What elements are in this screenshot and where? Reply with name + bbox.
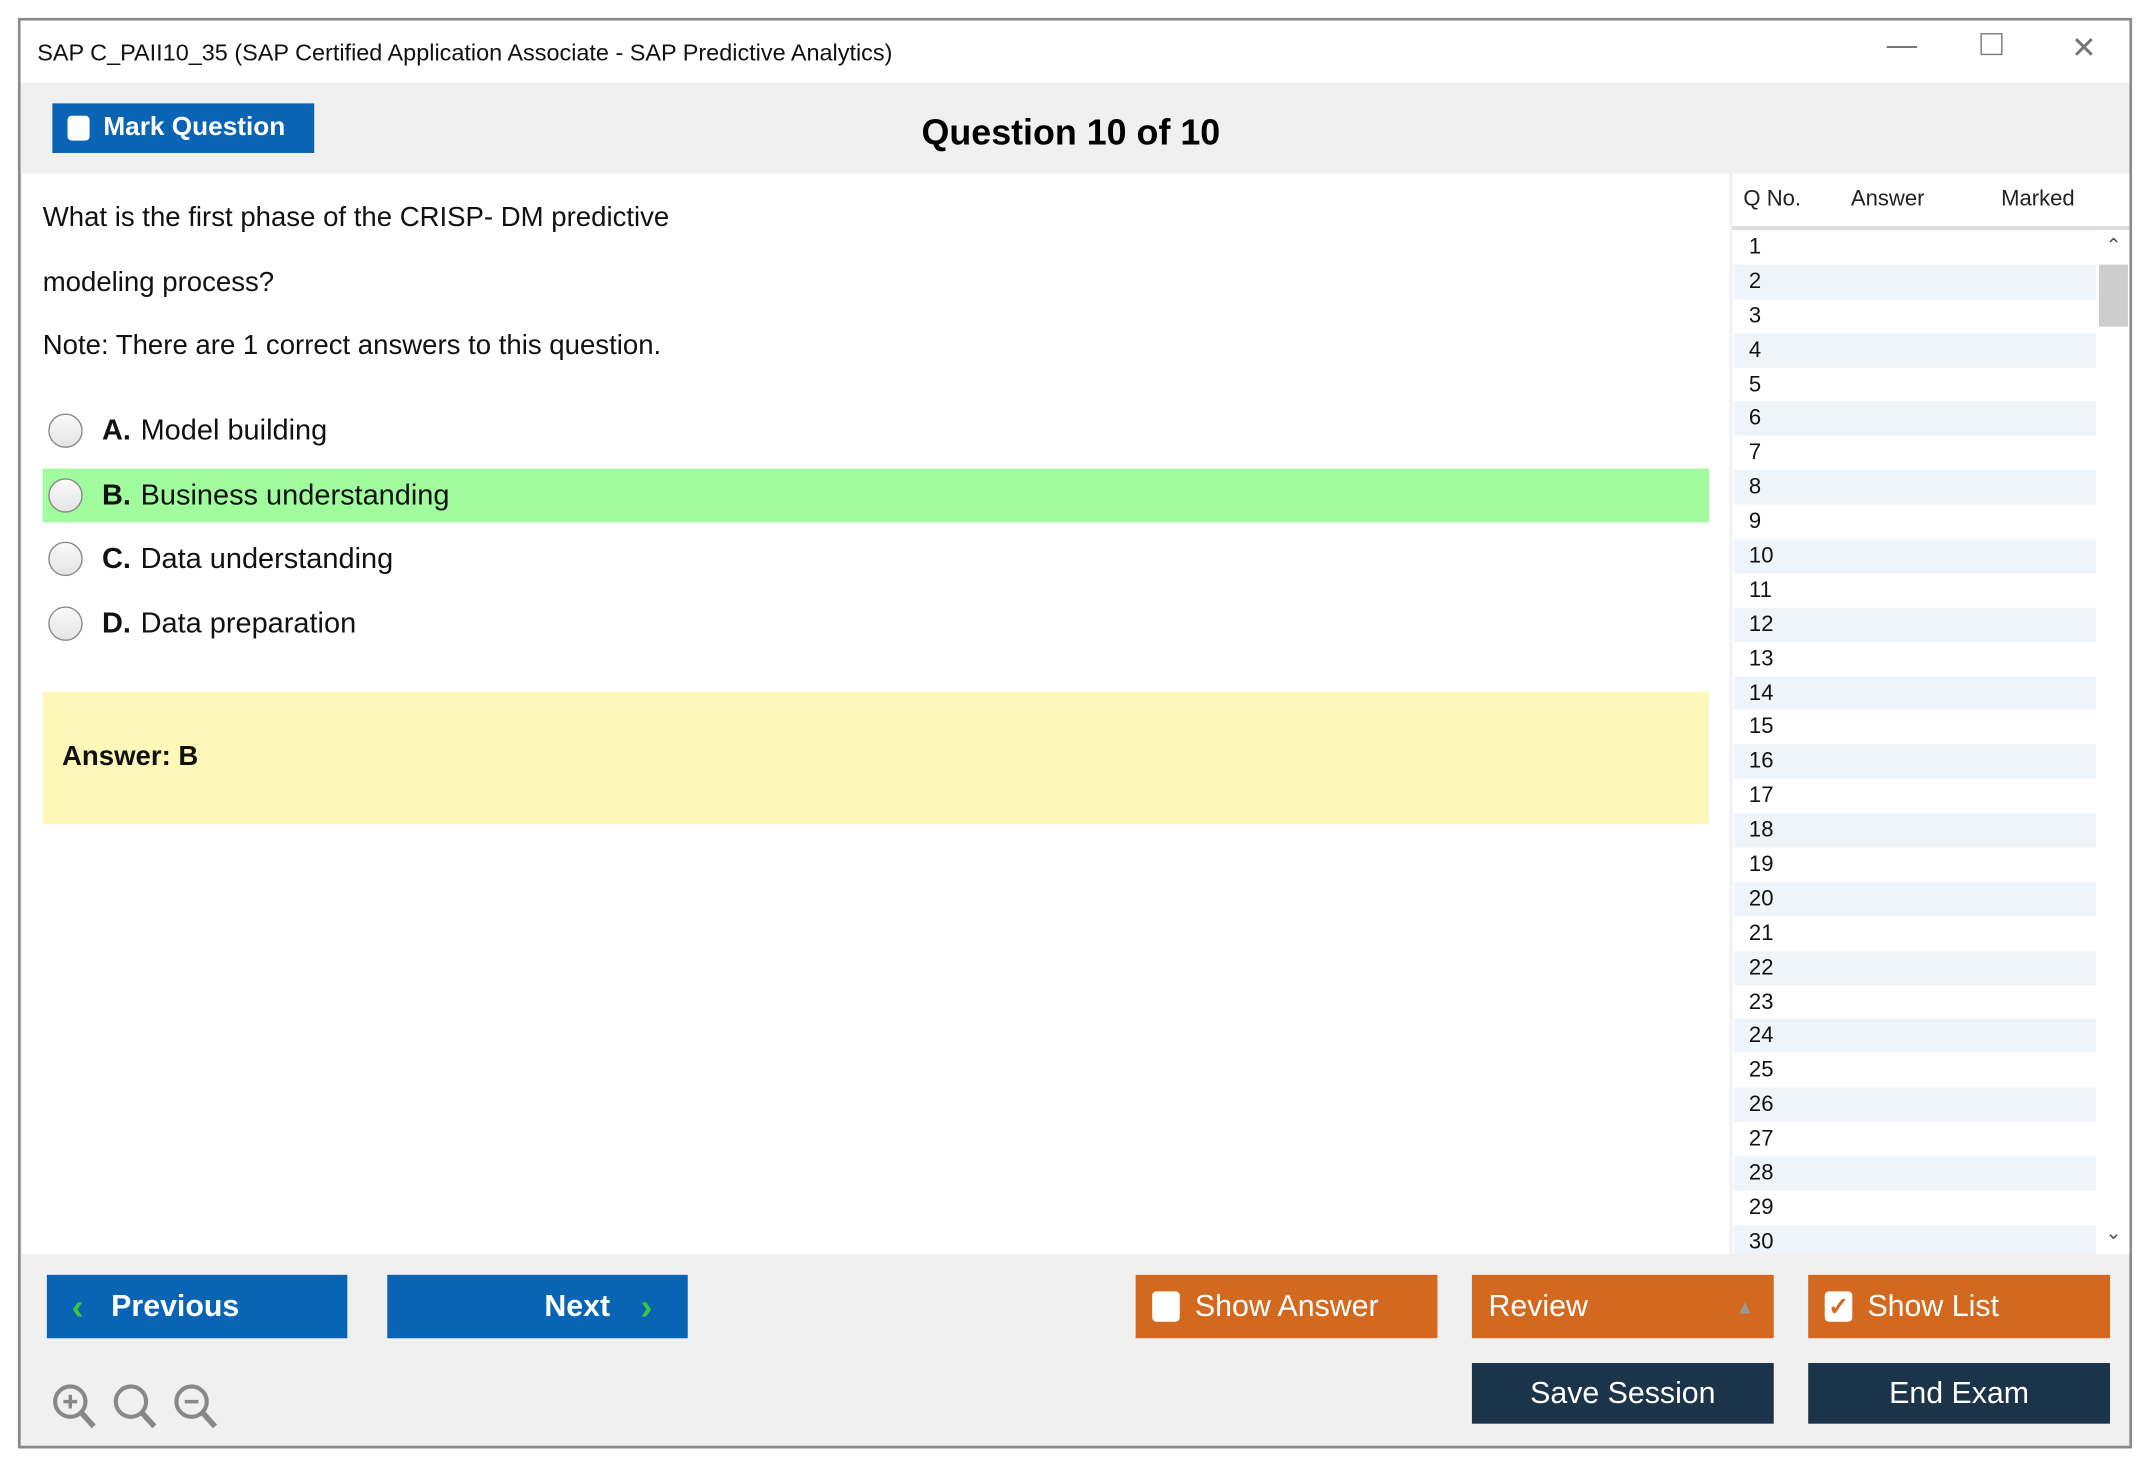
toolbar — [20, 82, 2130, 174]
scroll-up-icon[interactable]: ⌃ — [2105, 234, 2122, 257]
zoom-out-icon[interactable] — [171, 1378, 221, 1433]
header-qno[interactable]: Q No. — [1743, 187, 1802, 211]
radio-icon[interactable] — [48, 478, 83, 513]
question-text-line-2: modeling process? — [42, 267, 275, 298]
answer-box — [42, 691, 1709, 825]
previous-label: Previous — [111, 1288, 240, 1324]
chevron-right-icon: › — [640, 1285, 653, 1327]
question-list-row[interactable]: 19 — [1748, 853, 1774, 877]
window-title: SAP C_PAII10_35 (SAP Certified Applicati… — [37, 39, 893, 67]
question-list-row[interactable]: 11 — [1748, 578, 1772, 603]
caret-up-icon: ▲ — [1735, 1295, 1755, 1318]
question-text-line-1: What is the first phase of the CRISP- DM… — [42, 202, 670, 233]
question-list-row[interactable]: 24 — [1733, 1019, 2097, 1054]
next-button[interactable]: Next › — [387, 1274, 688, 1339]
option-text: Data preparation — [140, 607, 357, 639]
question-list-row[interactable]: 3 — [1748, 304, 1762, 328]
maximize-icon[interactable] — [1971, 33, 2012, 56]
show-answer-label: Show Answer — [1194, 1288, 1379, 1324]
radio-icon[interactable] — [48, 413, 83, 448]
question-list-header: Q No. Answer Marked — [1732, 176, 2130, 231]
question-list-row[interactable]: 8 — [1733, 470, 2097, 505]
save-session-label: Save Session — [1530, 1375, 1716, 1410]
question-list-row[interactable]: 29 — [1748, 1196, 1774, 1220]
option-letter: B. — [101, 478, 131, 511]
end-exam-button[interactable]: End Exam — [1808, 1363, 2111, 1424]
question-list-row[interactable]: 15 — [1748, 715, 1774, 740]
question-list-row[interactable]: 22 — [1733, 950, 2097, 985]
option-text: Business understanding — [140, 478, 450, 511]
question-list-row[interactable]: 30 — [1733, 1224, 2097, 1255]
question-list-row[interactable]: 14 — [1733, 676, 2097, 711]
question-list: 1 2 3 4 5 6 7 8 9 10 11 12 13 14 15 16 17 18 19 20 21 22 23 24 2… — [1733, 230, 2097, 1255]
question-list-row[interactable]: 17 — [1748, 784, 1774, 808]
question-list-row[interactable]: 4 — [1733, 333, 2097, 368]
question-list-row[interactable]: 20 — [1733, 881, 2097, 917]
radio-icon[interactable] — [48, 541, 83, 577]
question-note: Note: There are 1 correct answers to thi… — [42, 330, 662, 362]
next-label: Next — [544, 1288, 611, 1324]
question-list-row[interactable]: 27 — [1748, 1127, 1774, 1152]
option-d[interactable]: D. Data preparation — [43, 597, 1709, 651]
end-exam-label: End Exam — [1889, 1375, 2030, 1410]
scroll-down-icon[interactable]: ⌄ — [2105, 1221, 2122, 1244]
question-list-row[interactable]: 13 — [1748, 647, 1774, 671]
radio-icon[interactable] — [48, 606, 83, 641]
header-marked[interactable]: Marked — [2001, 187, 2075, 211]
mark-question-button[interactable]: Mark Question — [52, 103, 315, 153]
minimize-icon[interactable]: — — [1886, 27, 1918, 63]
question-list-row[interactable]: 18 — [1733, 813, 2097, 848]
zoom-reset-icon[interactable] — [110, 1378, 160, 1433]
scrollbar-thumb[interactable] — [2098, 264, 2128, 327]
question-list-row[interactable]: 26 — [1733, 1087, 2097, 1123]
mark-question-label: Mark Question — [103, 113, 286, 142]
scrollbar[interactable] — [2097, 230, 2130, 1255]
answer-text: Answer: B — [62, 741, 199, 772]
option-text: Model building — [140, 414, 328, 446]
option-letter: D. — [101, 607, 131, 639]
chevron-left-icon: ‹ — [71, 1285, 84, 1327]
question-list-row[interactable]: 25 — [1748, 1058, 1774, 1083]
zoom-in-icon[interactable] — [50, 1378, 100, 1433]
option-b[interactable]: B. Business understanding — [42, 468, 1709, 523]
close-icon[interactable]: ✕ — [2071, 30, 2097, 65]
review-dropdown[interactable]: Review ▲ — [1471, 1274, 1774, 1339]
review-label: Review — [1488, 1288, 1588, 1324]
previous-button[interactable]: ‹ Previous — [46, 1274, 348, 1339]
question-counter: Question 10 of 10 — [921, 111, 1221, 153]
header-answer[interactable]: Answer — [1850, 187, 1925, 211]
show-list-button[interactable]: ✓ Show List — [1808, 1274, 2111, 1339]
question-list-row[interactable]: 2 — [1733, 264, 2097, 299]
option-text: Data understanding — [140, 542, 394, 575]
save-session-button[interactable]: Save Session — [1471, 1363, 1774, 1424]
question-list-row[interactable]: 6 — [1733, 401, 2097, 436]
option-c[interactable]: C. Data understanding — [43, 532, 1709, 586]
question-list-row[interactable]: 9 — [1748, 510, 1762, 534]
show-list-label: Show List — [1867, 1288, 1999, 1324]
question-list-row[interactable]: 12 — [1733, 607, 2097, 642]
question-list-row[interactable]: 23 — [1748, 990, 1774, 1014]
checkbox-icon[interactable] — [1152, 1291, 1180, 1322]
checkbox-checked-icon[interactable]: ✓ — [1824, 1291, 1853, 1322]
question-list-row[interactable]: 16 — [1733, 744, 2097, 780]
question-list-row[interactable]: 5 — [1748, 372, 1762, 397]
option-letter: C. — [101, 542, 131, 575]
question-list-row[interactable]: 28 — [1733, 1156, 2097, 1191]
show-answer-button[interactable]: Show Answer — [1135, 1274, 1438, 1339]
question-list-row[interactable]: 1 — [1748, 235, 1762, 260]
option-letter: A. — [101, 414, 131, 446]
question-list-row[interactable]: 21 — [1748, 921, 1774, 946]
question-list-row[interactable]: 7 — [1748, 441, 1762, 465]
option-a[interactable]: A. Model building — [43, 404, 1709, 458]
title-bar — [20, 20, 2130, 83]
question-list-row[interactable]: 10 — [1733, 538, 2097, 574]
checkbox-icon[interactable] — [67, 115, 90, 141]
